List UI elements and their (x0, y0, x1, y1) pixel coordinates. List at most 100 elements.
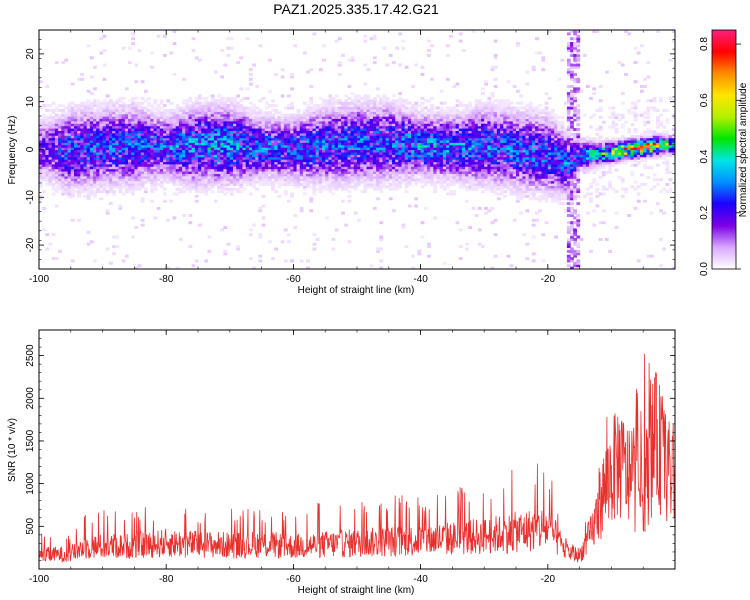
heatmap-cell (99, 139, 104, 143)
heatmap-cell (86, 101, 91, 105)
heatmap-cell (309, 125, 314, 129)
heatmap-cell (401, 168, 406, 172)
heatmap-cell (223, 171, 228, 174)
heatmap-cell (420, 159, 425, 163)
heatmap-cell (312, 166, 317, 170)
heatmap-cell (334, 151, 339, 155)
heatmap-cell (137, 123, 142, 127)
heatmap-cell (42, 125, 46, 129)
heatmap-cell (449, 168, 453, 172)
heatmap-cell (86, 197, 91, 201)
heatmap-cell (328, 132, 333, 136)
heatmap-cell (153, 108, 158, 112)
heatmap-cell (96, 123, 100, 127)
heatmap-cell (363, 180, 368, 184)
heatmap-cell (128, 46, 132, 50)
heatmap-cell (309, 144, 314, 148)
heatmap-cell (217, 130, 221, 134)
heatmap-cell (404, 163, 409, 167)
heatmap-cell (147, 147, 151, 151)
heatmap-cell (414, 183, 418, 186)
heatmap-cell (439, 144, 444, 148)
heatmap-cell (382, 178, 387, 182)
heatmap-cell (191, 151, 196, 155)
heatmap-cell (118, 125, 123, 129)
heatmap-cell (312, 135, 317, 139)
heatmap-cell (331, 132, 336, 136)
heatmap-cell (140, 144, 145, 148)
heatmap-cell (372, 34, 377, 38)
heatmap-cell (245, 116, 250, 119)
heatmap-cell (51, 120, 56, 124)
heatmap-cell (131, 120, 135, 124)
heatmap-cell (318, 144, 323, 148)
heatmap-cell (115, 159, 120, 163)
heatmap-cell (201, 144, 205, 148)
heatmap-cell (287, 175, 291, 179)
heatmap-cell (80, 168, 85, 172)
heatmap-cell (407, 159, 412, 163)
heatmap-cell (51, 187, 56, 191)
heatmap-cell (213, 139, 218, 143)
heatmap-cell (427, 178, 431, 182)
heatmap-cell (315, 151, 320, 155)
heatmap-cell (293, 130, 298, 134)
heatmap-cell (446, 144, 450, 148)
heatmap-cell (290, 137, 294, 141)
heatmap-cell (274, 180, 279, 184)
heatmap-cell (204, 163, 209, 167)
heatmap-cell (404, 173, 409, 177)
heatmap-cell (296, 173, 301, 177)
heatmap-cell (287, 159, 291, 163)
heatmap-cell (194, 132, 199, 136)
heatmap-cell (423, 137, 428, 141)
heatmap-cell (366, 151, 371, 155)
heatmap-cell (334, 178, 339, 182)
heatmap-cell (417, 128, 422, 131)
heatmap-cell (83, 190, 88, 194)
heatmap-cell (360, 120, 364, 124)
heatmap-cell (258, 99, 263, 103)
heatmap-cell (201, 187, 205, 191)
heatmap-cell (115, 183, 120, 186)
heatmap-cell (363, 123, 368, 127)
heatmap-cell (395, 116, 399, 119)
heatmap-cell (102, 139, 107, 143)
heatmap-cell (363, 139, 368, 143)
heatmap-cell (334, 163, 339, 167)
heatmap-cell (77, 192, 81, 196)
heatmap-cell (392, 151, 396, 155)
heatmap-cell (372, 106, 377, 110)
heatmap-cell (102, 34, 107, 38)
heatmap-cell (188, 149, 193, 153)
heatmap-cell (258, 173, 263, 177)
heatmap-cell (357, 178, 361, 182)
heatmap-cell (185, 118, 190, 122)
heatmap-cell (204, 111, 209, 115)
heatmap-cell (344, 113, 349, 117)
heatmap-cell (191, 125, 196, 129)
heatmap-cell (89, 130, 94, 134)
heatmap-cell (131, 161, 135, 165)
heatmap-cell (115, 106, 120, 110)
heatmap-cell (61, 142, 66, 146)
heatmap-cell (207, 111, 212, 115)
heatmap-cell (134, 104, 139, 108)
heatmap-cell (414, 139, 418, 143)
heatmap-cell (414, 154, 418, 158)
heatmap-cell (134, 149, 139, 153)
heatmap-cell (67, 192, 72, 196)
heatmap-cell (51, 149, 56, 153)
heatmap-cell (430, 77, 434, 81)
heatmap-cell (442, 118, 447, 122)
heatmap-cell (334, 142, 339, 146)
heatmap-cell (45, 166, 50, 170)
heatmap-cell (379, 137, 384, 141)
heatmap-cell (134, 147, 139, 151)
heatmap-cell (175, 137, 180, 141)
heatmap-cell (407, 139, 412, 143)
heatmap-cell (51, 175, 56, 179)
heatmap-cell (96, 151, 100, 155)
heatmap-cell (264, 147, 269, 151)
heatmap-cell (169, 168, 174, 172)
